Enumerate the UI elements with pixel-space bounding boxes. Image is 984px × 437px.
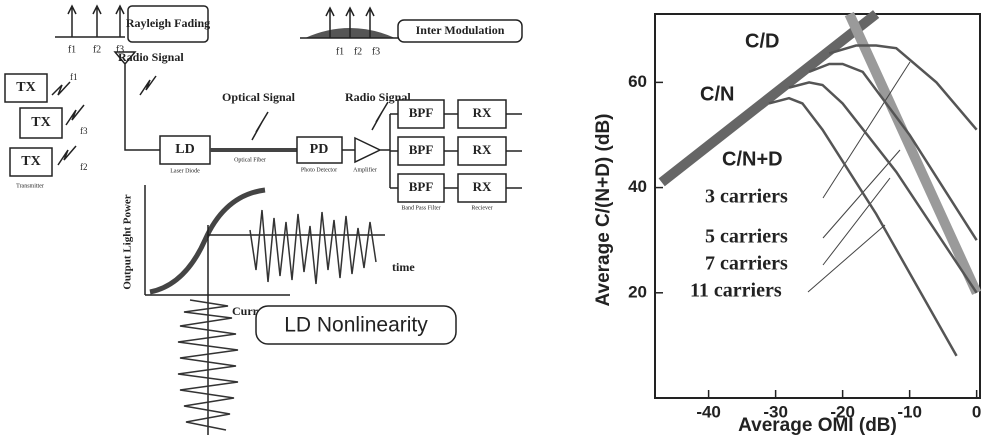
bpf: BPF [409, 105, 434, 120]
axis-label: Output Light Power [122, 194, 134, 289]
series-line [844, 11, 982, 295]
amplifier [342, 113, 398, 189]
connector [444, 113, 522, 189]
series-label: 11 carriers [690, 280, 782, 302]
caption: Transmitter [16, 183, 44, 189]
transfer-curve [149, 187, 266, 295]
freq: f1 [70, 72, 78, 82]
label: Inter Modulation [416, 23, 505, 37]
tx-box [19, 107, 63, 139]
x-tick-label: -20 [830, 402, 855, 421]
input-waveform [177, 299, 239, 431]
radio-wave [371, 101, 389, 131]
rx: RX [473, 179, 492, 194]
spectrum [300, 6, 400, 39]
radio-wave [139, 75, 157, 96]
bpf-rx: BPF BPF BPF RX RX RX Band Pass Filter Re… [397, 99, 522, 211]
label-box [255, 305, 457, 345]
freq: f2 [93, 44, 101, 55]
label-arrow [822, 61, 911, 199]
caption: Optical Fiber [234, 157, 266, 163]
label-box [127, 5, 209, 43]
label-arrow [822, 177, 891, 266]
caption: Laser Diode [170, 168, 200, 174]
x-tick-label: -30 [763, 402, 788, 421]
caption: Reciever [471, 205, 492, 211]
series-line [768, 96, 958, 357]
freq: f1 [336, 46, 344, 57]
freq: f2 [80, 162, 88, 172]
label: Radio Signal [345, 90, 411, 104]
tx-box [9, 147, 53, 177]
diagram: f1 f2 f3 Rayleigh Fading f1 f2 f3 Inter … [4, 4, 523, 435]
tx: TX [21, 154, 40, 169]
x-tick-label: 0 [972, 402, 981, 421]
rx-box [457, 99, 507, 129]
caption: Amplifier [353, 166, 377, 173]
y-tick-label: 40 [628, 177, 647, 196]
optical-wave [251, 111, 269, 141]
y-axis-label: Average C/(N+D) (dB) [593, 113, 614, 306]
series-line [788, 81, 978, 294]
plot-frame [654, 13, 981, 399]
y-tick-label: 20 [628, 282, 647, 301]
output-waveform [249, 209, 377, 285]
antenna [113, 51, 160, 151]
series-label: 3 carriers [705, 186, 788, 208]
label-arrow [807, 224, 886, 293]
bpf: BPF [409, 179, 434, 194]
bpf: BPF [409, 142, 434, 157]
caption: Band Pass Filter [401, 205, 440, 211]
spectrum [55, 4, 125, 38]
pd-box [296, 136, 343, 164]
freq: f2 [354, 46, 362, 57]
series-line [658, 10, 880, 187]
freq: f3 [116, 44, 124, 55]
label: Optical Signal [222, 90, 296, 104]
label-arrow [822, 149, 901, 239]
tx: TX [31, 115, 50, 130]
radio-wave [51, 81, 85, 166]
pd: PD [310, 142, 329, 157]
rx-box [457, 136, 507, 166]
x-tick-label: -10 [897, 402, 922, 421]
series-label: C/D [745, 30, 779, 52]
annotation: C/N+D [722, 148, 783, 170]
axis-label: time [392, 260, 415, 274]
ld-box [159, 135, 211, 165]
rx: RX [473, 142, 492, 157]
tx-box [4, 73, 48, 103]
label: LD Nonlinearity [284, 314, 428, 337]
series-label: C/N [700, 83, 734, 105]
axes [144, 185, 290, 296]
series-label: 7 carriers [705, 253, 788, 275]
series-line [808, 62, 978, 241]
chart: -40 -30 -20 -10 0 20 40 60 Average OMI (dB) Avera… [593, 10, 982, 436]
freq: f1 [68, 44, 76, 55]
series-label: 5 carriers [705, 226, 788, 248]
label: Rayleigh Fading [126, 16, 210, 30]
x-tick-label: -40 [696, 402, 721, 421]
ld: LD [175, 142, 194, 157]
y-tick-label: 60 [628, 72, 647, 91]
tx: TX [16, 80, 35, 95]
freq: f3 [372, 46, 380, 57]
caption: Photo Detector [301, 167, 337, 173]
freq: f3 [80, 126, 88, 136]
label: Radio Signal [118, 50, 184, 64]
rx: RX [473, 105, 492, 120]
x-axis-label: Average OMI (dB) [738, 415, 897, 436]
series-line [828, 44, 978, 131]
label-box [397, 19, 523, 43]
rx-box [457, 173, 507, 203]
